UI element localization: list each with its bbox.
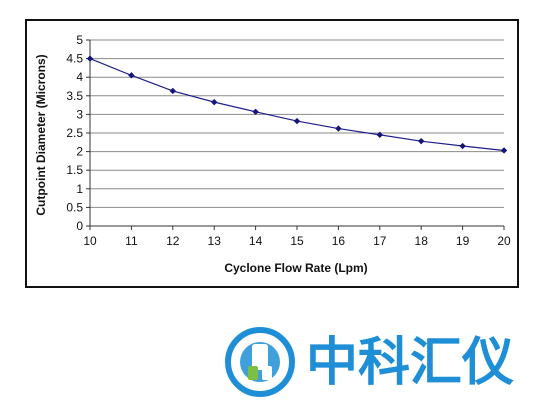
y-tick-label: 1 [76, 182, 83, 196]
watermark-logo: 中科汇仪 [225, 327, 514, 397]
y-axis-title: Cutpoint Diameter (Microns) [34, 54, 48, 215]
series-line [89, 58, 505, 152]
data-point [376, 131, 383, 139]
y-tick-label: 2.5 [66, 126, 83, 140]
watermark-text: 中科汇仪 [306, 333, 514, 393]
x-tick-label: 16 [332, 234, 346, 248]
y-tick-label: 1.5 [66, 163, 83, 177]
x-tick-label: 14 [249, 234, 263, 248]
line-chart: 0 0.5 1 1.5 2 2.5 3 3.5 4 4.5 5 10 11 12 13 14 15 16 17 18 1… [34, 33, 511, 275]
x-tick-label: 10 [83, 234, 97, 248]
x-tick-label: 13 [208, 234, 222, 248]
x-tick-label: 17 [373, 234, 387, 248]
x-axis-title: Cyclone Flow Rate (Lpm) [224, 261, 367, 275]
y-tick-label: 0 [76, 219, 83, 233]
x-tick-label: 15 [290, 234, 304, 248]
data-point [211, 98, 218, 106]
data-point [418, 137, 425, 145]
data-point [459, 142, 466, 150]
y-tick-label: 2 [76, 145, 83, 159]
data-point [169, 87, 176, 95]
data-point [335, 125, 342, 132]
x-tick-label: 11 [125, 234, 138, 248]
gridlines [90, 39, 504, 208]
y-tick-label: 5 [76, 33, 83, 47]
data-point [86, 55, 94, 62]
data-point [500, 147, 508, 154]
data-point [128, 72, 135, 79]
axes [86, 39, 505, 230]
x-tick-label: 20 [497, 234, 511, 248]
data-point [252, 108, 259, 115]
chart-frame: 0 0.5 1 1.5 2 2.5 3 3.5 4 4.5 5 10 11 12 13 14 15 16 17 18 1… [25, 19, 519, 288]
tick-labels: 0 0.5 1 1.5 2 2.5 3 3.5 4 4.5 5 10 11 12 13 14 15 16 17 18 1… [66, 33, 511, 248]
logo-mark-icon [225, 327, 295, 397]
y-tick-label: 3 [76, 107, 83, 121]
y-tick-label: 4.5 [66, 52, 83, 66]
data-series [86, 55, 508, 154]
y-tick-label: 3.5 [66, 89, 83, 103]
x-tick-label: 19 [456, 234, 470, 248]
x-tick-label: 18 [415, 234, 429, 248]
y-tick-label: 0.5 [66, 200, 83, 214]
y-tick-label: 4 [76, 70, 83, 84]
data-point [293, 117, 301, 125]
x-tick-label: 12 [166, 234, 180, 248]
